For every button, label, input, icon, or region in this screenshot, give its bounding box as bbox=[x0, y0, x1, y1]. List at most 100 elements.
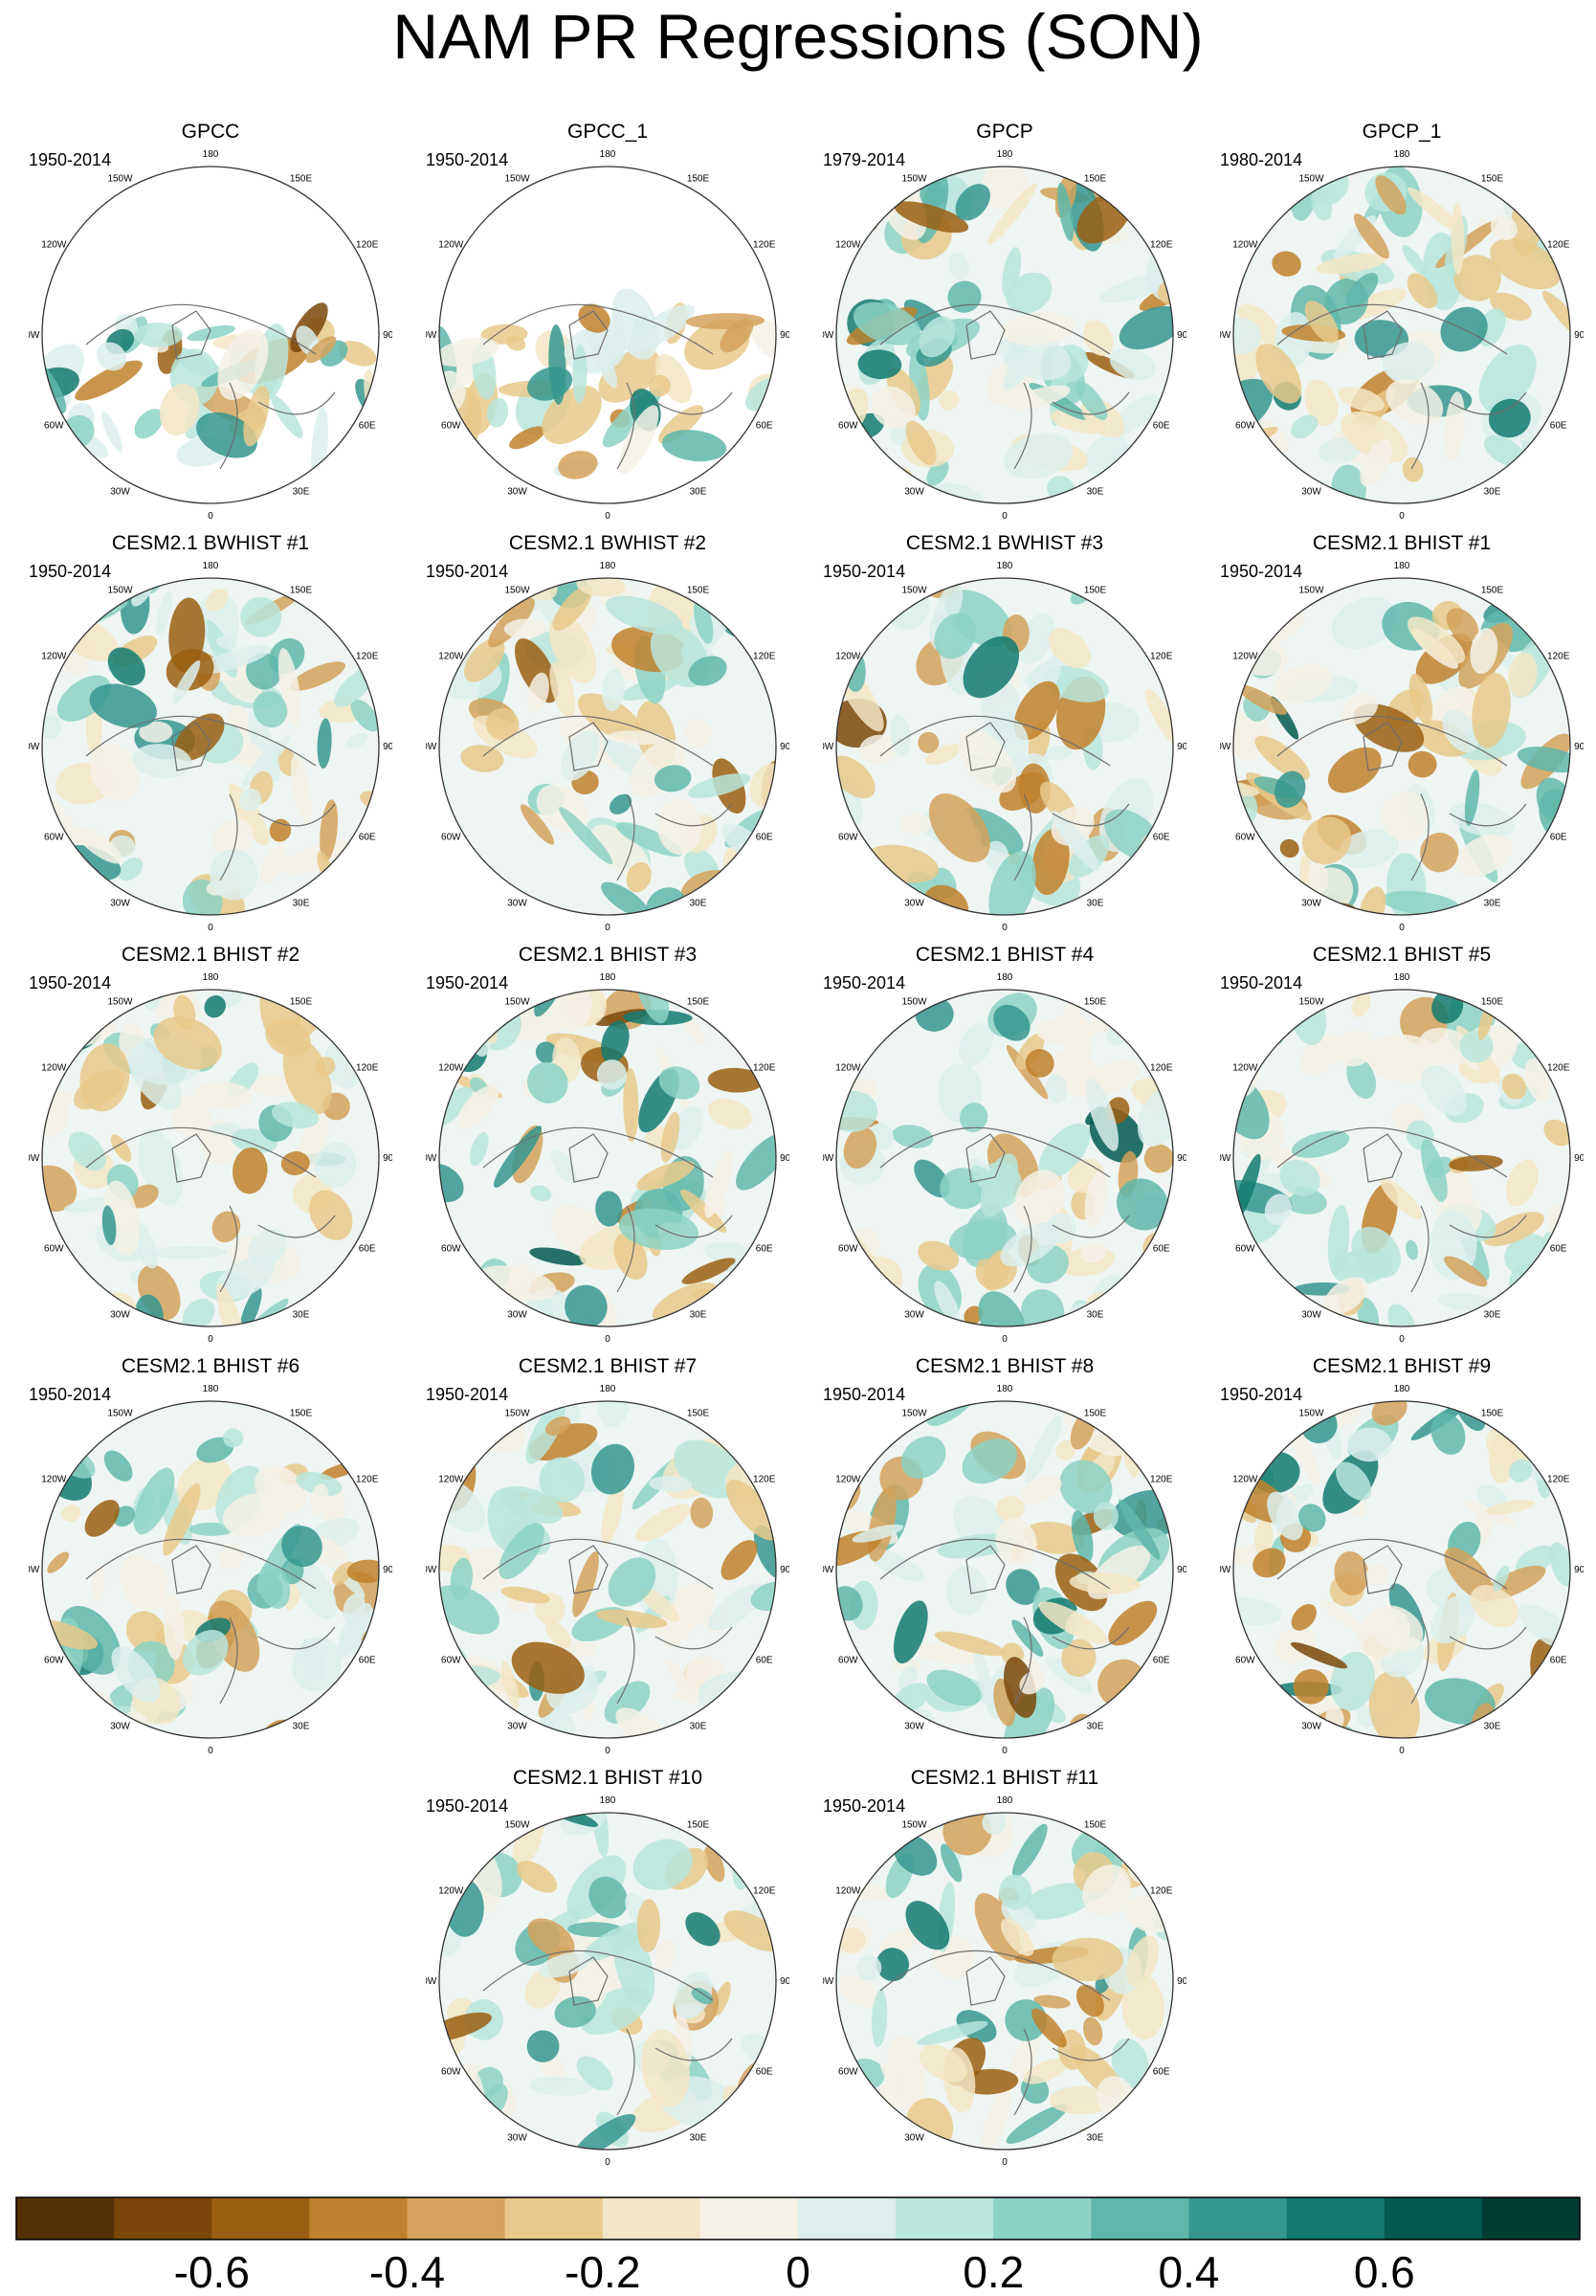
regression-blob bbox=[691, 1988, 714, 2005]
regression-blob bbox=[900, 813, 932, 835]
regression-blob bbox=[608, 1557, 656, 1607]
regression-blob bbox=[248, 1228, 288, 1266]
longitude-label: 60E bbox=[756, 1244, 773, 1255]
regression-blob bbox=[1082, 2017, 1103, 2046]
regression-blob bbox=[544, 1416, 571, 1436]
regression-blob bbox=[1046, 1656, 1093, 1693]
regression-blob bbox=[42, 990, 75, 1016]
polar-map: 180 150E 120E 90E 60E 30E 0 30W 60W 90W 120W 150W bbox=[426, 561, 789, 933]
regression-blob bbox=[350, 699, 379, 732]
regression-blob bbox=[241, 735, 291, 787]
regression-blob bbox=[1119, 996, 1158, 1022]
regression-blob bbox=[1055, 1440, 1075, 1460]
regression-blob bbox=[535, 1041, 558, 1063]
longitude-label: 0 bbox=[1002, 511, 1008, 522]
longitude-label: 150E bbox=[290, 173, 313, 184]
longitude-label: 120W bbox=[1232, 1475, 1258, 1485]
regression-blob bbox=[836, 207, 875, 232]
longitude-label: 150E bbox=[290, 1408, 313, 1418]
longitude-label: 30E bbox=[1484, 1722, 1501, 1732]
colorbar-segment bbox=[1384, 2197, 1483, 2240]
map-boundary bbox=[1232, 989, 1571, 1327]
longitude-label: 90E bbox=[383, 742, 392, 752]
regression-blob bbox=[1051, 811, 1099, 871]
longitude-label: 0 bbox=[1399, 923, 1405, 933]
regression-blob bbox=[500, 1586, 550, 1604]
regression-blob bbox=[1042, 746, 1074, 761]
regression-blob bbox=[1351, 1226, 1401, 1279]
longitude-label: 30E bbox=[1087, 2133, 1104, 2144]
coastline bbox=[1410, 1205, 1527, 1293]
longitude-label: 30E bbox=[1484, 1310, 1501, 1321]
longitude-label: 180 bbox=[997, 149, 1013, 160]
longitude-label: 120E bbox=[1150, 1886, 1173, 1897]
regression-blob bbox=[1472, 672, 1511, 748]
regression-blob bbox=[635, 1504, 691, 1542]
regression-blob bbox=[259, 990, 301, 1047]
map-boundary bbox=[41, 577, 380, 916]
regression-blob bbox=[848, 1813, 869, 1861]
regression-blob bbox=[1006, 272, 1053, 314]
longitude-label: 30W bbox=[110, 487, 130, 498]
regression-blob bbox=[623, 1068, 639, 1143]
map-panel: CESM2.1 BWHIST #3 1950-2014 180 150E 120E 90E… bbox=[823, 531, 1186, 943]
regression-blob bbox=[1015, 1033, 1045, 1070]
longitude-label: 150E bbox=[687, 173, 710, 184]
regression-blob bbox=[859, 734, 898, 764]
regression-blob bbox=[1059, 1460, 1113, 1514]
regression-blob bbox=[195, 645, 272, 675]
panel-years: 1980-2014 bbox=[1220, 150, 1303, 169]
regression-blob bbox=[1273, 663, 1333, 703]
longitude-label: 120W bbox=[438, 652, 464, 662]
regression-blob bbox=[595, 1609, 668, 1629]
coastline bbox=[965, 1956, 1006, 2006]
longitude-label: 90E bbox=[1177, 1565, 1186, 1575]
coastline bbox=[482, 303, 714, 355]
regression-blob bbox=[1267, 1491, 1303, 1541]
regression-blob bbox=[526, 2030, 560, 2062]
longitude-label: 30W bbox=[110, 1310, 130, 1321]
longitude-label: 90E bbox=[780, 742, 789, 752]
map-boundary bbox=[438, 1400, 777, 1739]
regression-blob bbox=[1019, 1670, 1046, 1695]
regression-blob bbox=[1119, 305, 1173, 350]
regression-blob bbox=[1237, 303, 1280, 345]
colorbar-tick-label: -0.6 bbox=[174, 2247, 250, 2296]
regression-blob bbox=[1151, 484, 1173, 503]
regression-blob bbox=[1086, 1078, 1119, 1151]
longitude-label: 0 bbox=[605, 511, 610, 522]
regression-blob bbox=[212, 818, 254, 857]
regression-blob bbox=[1408, 188, 1465, 234]
regression-blob bbox=[1082, 1864, 1131, 1916]
regression-blob bbox=[516, 1861, 558, 1893]
regression-blob bbox=[439, 1256, 464, 1304]
regression-blob bbox=[1006, 1569, 1040, 1605]
regression-blob bbox=[1293, 1668, 1329, 1705]
longitude-label: 60E bbox=[756, 421, 773, 432]
regression-blob bbox=[468, 888, 506, 911]
panel-years: 1950-2014 bbox=[29, 973, 112, 992]
coastline bbox=[965, 1133, 1006, 1183]
longitude-label: 90W bbox=[823, 330, 834, 341]
panel-title: CESM2.1 BHIST #9 bbox=[1312, 1355, 1492, 1377]
regression-blob bbox=[688, 773, 751, 798]
longitude-label: 150W bbox=[504, 1819, 530, 1830]
regression-blob bbox=[890, 714, 911, 757]
regression-blob bbox=[1505, 1159, 1539, 1207]
panel-title: CESM2.1 BHIST #6 bbox=[121, 1355, 300, 1377]
panel-title: GPCC_1 bbox=[566, 121, 649, 143]
regression-blob bbox=[661, 430, 727, 462]
longitude-label: 150W bbox=[901, 173, 927, 184]
coastline bbox=[879, 1538, 1111, 1590]
longitude-label: 0 bbox=[605, 1334, 610, 1345]
regression-blob bbox=[919, 316, 956, 358]
longitude-label: 30E bbox=[1087, 899, 1104, 909]
regression-blob bbox=[346, 1559, 379, 1583]
longitude-label: 60W bbox=[44, 1244, 64, 1255]
regression-blob bbox=[1002, 247, 1022, 298]
colorbar-segment bbox=[798, 2197, 897, 2240]
polar-map: 180 150E 120E 90E 60E 30E 0 30W 60W 90W 120W 150W bbox=[29, 149, 392, 522]
regression-blob bbox=[499, 1485, 563, 1524]
regression-blob bbox=[277, 648, 301, 725]
regression-blob bbox=[1125, 473, 1173, 503]
